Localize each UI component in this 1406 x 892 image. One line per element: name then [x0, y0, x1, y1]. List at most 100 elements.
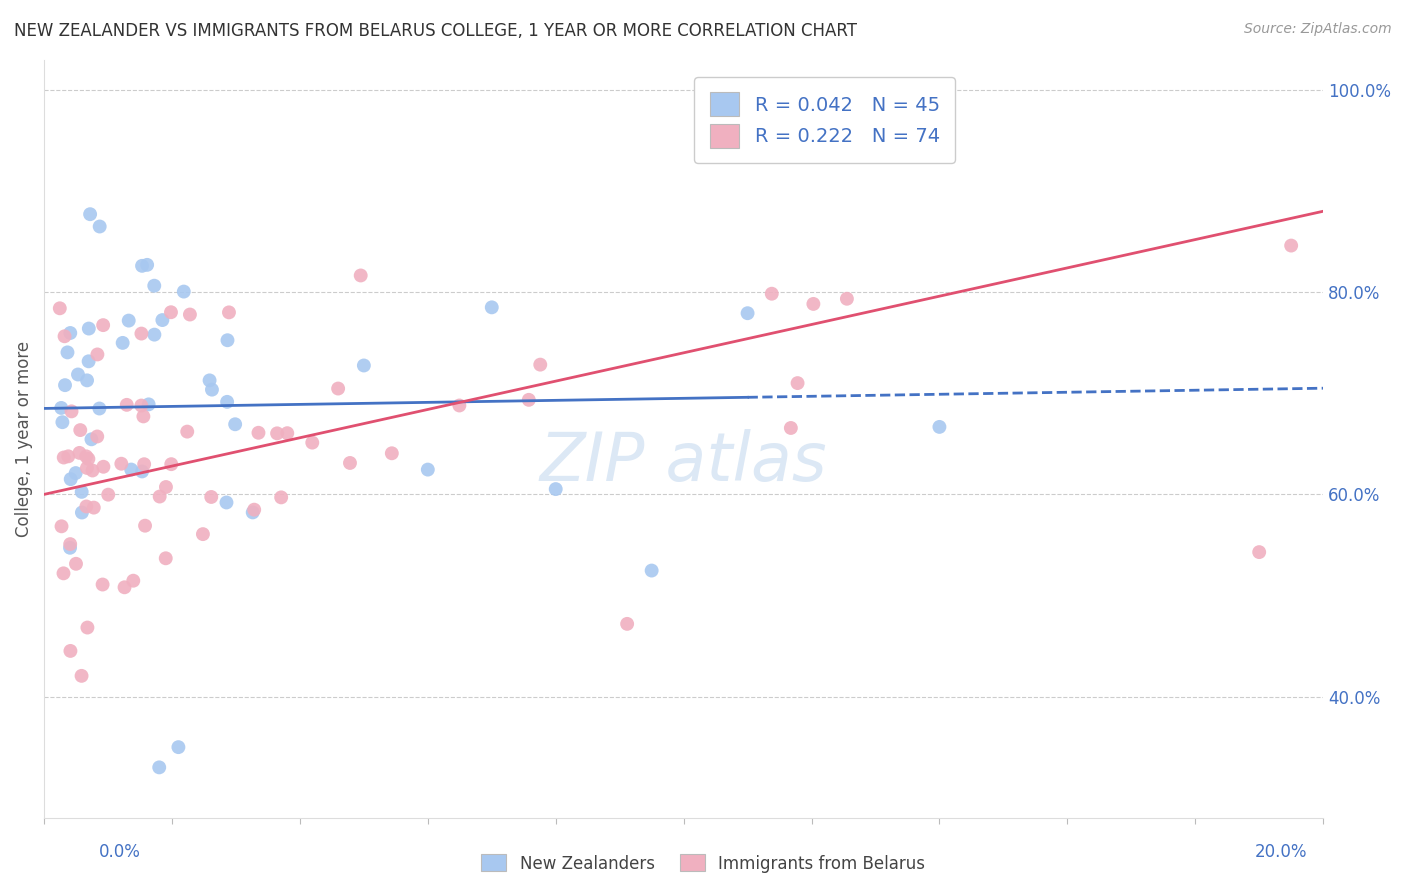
Point — [155, 551, 177, 566]
Point — [76, 373, 98, 387]
Point — [616, 616, 638, 631]
Point — [242, 505, 264, 519]
Text: ZIP atlas: ZIP atlas — [540, 428, 828, 494]
Point — [138, 397, 160, 411]
Legend: R = 0.042   N = 45, R = 0.222   N = 74: R = 0.042 N = 45, R = 0.222 N = 74 — [695, 77, 955, 163]
Point — [110, 457, 132, 471]
Point — [69, 423, 91, 437]
Point — [77, 321, 100, 335]
Point — [201, 383, 224, 397]
Point — [77, 354, 100, 368]
Point — [149, 490, 172, 504]
Point — [416, 462, 439, 476]
Point — [70, 506, 93, 520]
Point — [835, 292, 858, 306]
Point — [80, 432, 103, 446]
Point — [224, 417, 246, 432]
Point — [276, 426, 298, 441]
Point — [49, 301, 72, 316]
Point — [786, 376, 808, 390]
Point — [143, 327, 166, 342]
Point — [150, 313, 173, 327]
Point — [122, 574, 145, 588]
Point — [176, 425, 198, 439]
Point — [56, 345, 79, 359]
Point — [131, 259, 153, 273]
Point — [173, 285, 195, 299]
Point — [481, 301, 503, 315]
Point — [381, 446, 404, 460]
Y-axis label: College, 1 year or more: College, 1 year or more — [15, 341, 32, 537]
Point — [65, 557, 87, 571]
Point — [115, 398, 138, 412]
Point — [51, 519, 73, 533]
Legend: New Zealanders, Immigrants from Belarus: New Zealanders, Immigrants from Belarus — [474, 847, 932, 880]
Text: 20.0%: 20.0% — [1256, 843, 1308, 861]
Point — [76, 621, 98, 635]
Point — [339, 456, 361, 470]
Point — [517, 392, 540, 407]
Point — [59, 541, 82, 555]
Point — [91, 577, 114, 591]
Point — [215, 495, 238, 509]
Point — [59, 537, 82, 551]
Point — [60, 404, 83, 418]
Point — [75, 500, 97, 514]
Point — [51, 415, 73, 429]
Point — [52, 450, 75, 465]
Point — [52, 566, 75, 581]
Point — [544, 482, 567, 496]
Point — [247, 425, 270, 440]
Point — [132, 409, 155, 424]
Point — [134, 457, 156, 471]
Point — [66, 368, 89, 382]
Point — [928, 420, 950, 434]
Point — [131, 465, 153, 479]
Point — [120, 462, 142, 476]
Point — [779, 421, 801, 435]
Point — [59, 326, 82, 340]
Point — [131, 399, 153, 413]
Point — [89, 219, 111, 234]
Point — [160, 457, 183, 471]
Point — [77, 451, 100, 466]
Point — [59, 644, 82, 658]
Point — [266, 426, 288, 441]
Point — [217, 333, 239, 347]
Point — [270, 491, 292, 505]
Point — [53, 378, 76, 392]
Point — [200, 490, 222, 504]
Point — [69, 446, 91, 460]
Point — [217, 395, 239, 409]
Point — [59, 472, 82, 486]
Point — [1279, 238, 1302, 252]
Point — [134, 518, 156, 533]
Point — [51, 401, 73, 415]
Point — [136, 258, 159, 272]
Point — [111, 335, 134, 350]
Point — [82, 463, 104, 477]
Text: NEW ZEALANDER VS IMMIGRANTS FROM BELARUS COLLEGE, 1 YEAR OR MORE CORRELATION CHA: NEW ZEALANDER VS IMMIGRANTS FROM BELARUS… — [14, 22, 858, 40]
Point — [65, 466, 87, 480]
Point — [83, 500, 105, 515]
Point — [86, 347, 108, 361]
Point — [301, 435, 323, 450]
Point — [353, 359, 375, 373]
Point — [53, 329, 76, 343]
Point — [179, 308, 201, 322]
Point — [198, 373, 221, 387]
Point — [118, 313, 141, 327]
Point — [86, 429, 108, 443]
Point — [529, 358, 551, 372]
Point — [640, 564, 662, 578]
Point — [761, 286, 783, 301]
Point — [737, 306, 759, 320]
Point — [148, 760, 170, 774]
Point — [160, 305, 183, 319]
Point — [167, 740, 190, 755]
Point — [326, 382, 349, 396]
Point — [70, 669, 93, 683]
Point — [89, 401, 111, 416]
Text: Source: ZipAtlas.com: Source: ZipAtlas.com — [1244, 22, 1392, 37]
Point — [93, 459, 115, 474]
